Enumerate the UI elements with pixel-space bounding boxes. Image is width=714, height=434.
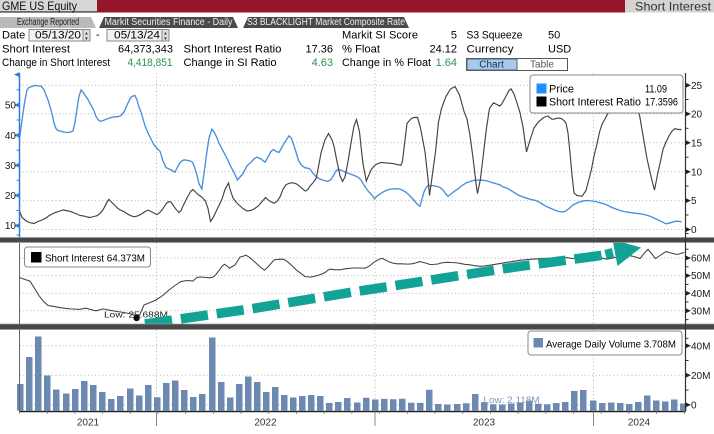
svg-text:20M: 20M	[691, 371, 710, 382]
svg-text:64,373,343: 64,373,343	[118, 44, 173, 56]
svg-text:17.36: 17.36	[305, 44, 333, 56]
svg-text:0: 0	[691, 401, 697, 412]
svg-text:Currency: Currency	[467, 44, 515, 56]
svg-text:30: 30	[5, 161, 17, 172]
svg-text:S3 BLACKLIGHT Market Composite: S3 BLACKLIGHT Market Composite Rate	[247, 17, 405, 28]
svg-text:15: 15	[691, 138, 703, 149]
svg-text:1.64: 1.64	[436, 57, 457, 69]
svg-text:Date: Date	[2, 30, 25, 42]
svg-text:2023: 2023	[473, 418, 496, 429]
svg-text:Short Interest: Short Interest	[2, 44, 70, 56]
svg-text:50M: 50M	[691, 271, 710, 282]
svg-text:USD: USD	[548, 44, 571, 56]
svg-text:Markit SI Score: Markit SI Score	[342, 30, 418, 42]
svg-text:Change in Short Interest: Change in Short Interest	[2, 57, 110, 69]
svg-text:% Float: % Float	[342, 44, 380, 56]
svg-text:Exchange Reported: Exchange Reported	[17, 17, 79, 28]
svg-text:-: -	[96, 29, 100, 41]
svg-text:0: 0	[691, 225, 697, 236]
svg-text:▼: ▼	[163, 36, 167, 41]
svg-text:Change in % Float: Change in % Float	[342, 57, 431, 69]
svg-text:▲: ▲	[163, 31, 167, 36]
svg-text:05/13/24: 05/13/24	[114, 30, 160, 42]
svg-text:30M: 30M	[691, 306, 710, 317]
svg-text:▼: ▼	[84, 36, 88, 41]
svg-text:50: 50	[548, 30, 560, 42]
svg-text:Short Interest: Short Interest	[635, 0, 712, 14]
svg-text:4.63: 4.63	[312, 57, 333, 69]
svg-text:2022: 2022	[254, 418, 277, 429]
svg-text:11.09: 11.09	[645, 83, 667, 95]
svg-text:25: 25	[691, 81, 703, 92]
svg-text:Short Interest Ratio: Short Interest Ratio	[184, 44, 282, 56]
svg-text:▲: ▲	[84, 31, 88, 36]
svg-text:Change in SI Ratio: Change in SI Ratio	[184, 57, 277, 69]
svg-text:S3 Squeeze: S3 Squeeze	[467, 30, 523, 42]
svg-text:5: 5	[691, 196, 697, 207]
svg-text:20: 20	[691, 110, 703, 121]
svg-text:40: 40	[5, 131, 17, 142]
svg-text:40M: 40M	[691, 341, 710, 352]
svg-text:Low: 2.118M: Low: 2.118M	[484, 395, 540, 405]
svg-text:10: 10	[691, 167, 703, 178]
svg-text:60M: 60M	[691, 254, 710, 265]
svg-text:24.12: 24.12	[429, 44, 457, 56]
svg-text:GME US Equity: GME US Equity	[2, 0, 77, 13]
svg-text:05/13/20: 05/13/20	[35, 30, 81, 42]
svg-text:50: 50	[5, 101, 17, 112]
svg-text:2024: 2024	[628, 418, 651, 429]
svg-text:Average Daily Volume 3.708M: Average Daily Volume 3.708M	[546, 339, 676, 351]
svg-text:Short Interest 64.373M: Short Interest 64.373M	[45, 253, 145, 265]
svg-text:Price: Price	[549, 83, 574, 95]
svg-text:4,418,851: 4,418,851	[128, 57, 173, 69]
svg-text:Short Interest Ratio: Short Interest Ratio	[549, 97, 641, 109]
svg-text:5: 5	[451, 30, 457, 42]
svg-text:Low: 25.688M: Low: 25.688M	[104, 310, 168, 320]
svg-text:Table: Table	[530, 60, 554, 71]
svg-text:40M: 40M	[691, 289, 710, 300]
svg-text:17.3596: 17.3596	[645, 97, 678, 109]
svg-text:Markit Securities Finance - Da: Markit Securities Finance - Daily	[105, 17, 233, 28]
svg-text:2021: 2021	[77, 418, 100, 429]
svg-text:10: 10	[5, 221, 17, 232]
svg-text:Chart: Chart	[479, 60, 504, 71]
svg-text:20: 20	[5, 191, 17, 202]
